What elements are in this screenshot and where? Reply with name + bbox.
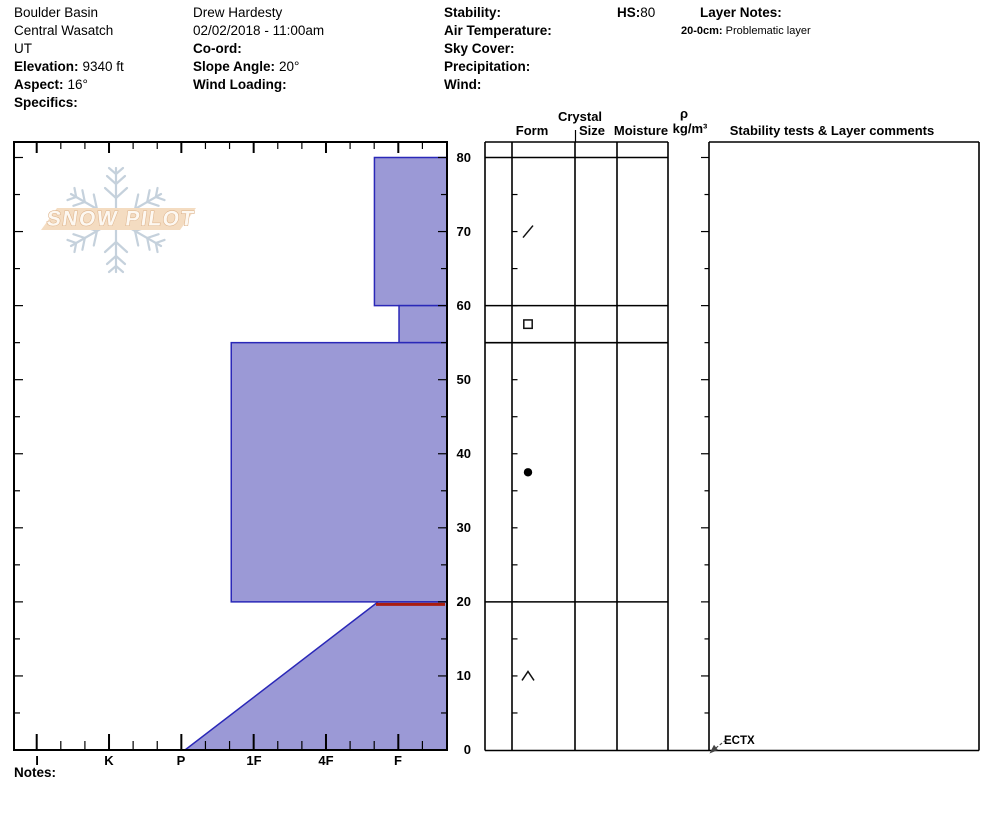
layer-note: 20-0cm: Problematic layer [681, 24, 811, 38]
grain-symbol-caret [521, 670, 535, 681]
notes-label: Notes: [14, 765, 57, 780]
layer-notes-label: Layer Notes: [700, 5, 782, 20]
depth-label-50: 50 [456, 371, 471, 387]
chart-border [13, 141, 448, 751]
depth-label-80: 80 [456, 149, 471, 165]
col-header-stability-tests: Stability tests & Layer comments [729, 123, 935, 138]
specifics-label: Specifics: [14, 95, 78, 110]
col-header-crystal: Crystal [557, 109, 603, 124]
logo-banner [41, 208, 196, 230]
coord-row: Co-ord: [193, 40, 324, 58]
grain-symbols [521, 225, 535, 681]
depth-label-60: 60 [456, 297, 471, 313]
hardness-axis-ticks [35, 143, 424, 749]
header-observer: Drew Hardesty 02/02/2018 - 11:00am Co-or… [193, 4, 324, 94]
header-conditions: Stability: Air Temperature: Sky Cover: P… [444, 4, 552, 94]
hardness-layer [398, 304, 448, 344]
elevation-label: Elevation: [14, 59, 79, 74]
sky-cover-label: Sky Cover: [444, 41, 515, 56]
aspect-value: 16° [67, 77, 88, 92]
data-columns-table [484, 130, 980, 752]
header-layer-notes: Layer Notes: 20-0cm: Problematic layer [681, 4, 811, 38]
header-hs: HS:80 [617, 4, 655, 22]
hardness-label-f: F [394, 753, 402, 768]
hardness-layers [182, 156, 448, 751]
air-temperature-row: Air Temperature: [444, 22, 552, 40]
hardness-label-i: I [35, 753, 39, 768]
table-depth-ticks [512, 156, 709, 714]
logo-text: SNOW PILOT [45, 208, 196, 231]
wind-loading-row: Wind Loading: [193, 76, 324, 94]
grain-symbol-square [523, 319, 533, 330]
depth-label-20: 20 [456, 593, 471, 609]
depth-label-10: 10 [456, 667, 471, 683]
snowpilot-logo: SNOW PILOT [41, 166, 197, 274]
precipitation-row: Precipitation: [444, 58, 552, 76]
elevation-value: 9340 ft [82, 59, 124, 74]
site-name: Boulder Basin [14, 5, 99, 20]
hardness-layer [182, 601, 448, 751]
stability-label: Stability: [444, 5, 502, 20]
specifics-row: Specifics: [14, 94, 124, 112]
col-header-rho: ρ [679, 106, 689, 121]
hardness-label-1f: 1F [246, 753, 262, 768]
grain-symbol-slash [522, 225, 534, 239]
observer-name: Drew Hardesty [193, 5, 283, 20]
coord-label: Co-ord: [193, 41, 242, 56]
hardness-label-4f: 4F [318, 753, 334, 768]
wind-label: Wind: [444, 77, 482, 92]
depth-label-70: 70 [456, 223, 471, 239]
col-header-size: Size [578, 123, 605, 138]
aspect-row: Aspect: 16° [14, 76, 124, 94]
sky-cover-row: Sky Cover: [444, 40, 552, 58]
elevation-row: Elevation: 9340 ft [14, 58, 124, 76]
observation-datetime: 02/02/2018 - 11:00am [193, 23, 325, 38]
state: UT [14, 41, 32, 56]
depth-axis-ticks [15, 156, 446, 714]
wind-loading-label: Wind Loading: [193, 77, 287, 92]
depth-label-40: 40 [456, 445, 471, 461]
aspect-label: Aspect: [14, 77, 64, 92]
precipitation-label: Precipitation: [444, 59, 531, 74]
slope-angle-label: Slope Angle: [193, 59, 276, 74]
slope-angle-value: 20° [279, 59, 300, 74]
slope-angle-row: Slope Angle: 20° [193, 58, 324, 76]
hardness-layer [230, 341, 448, 603]
region: Central Wasatch [14, 23, 114, 38]
stability-row: Stability: [444, 4, 552, 22]
air-temperature-label: Air Temperature: [444, 23, 552, 38]
ectx-test-label: ECTX [724, 735, 755, 747]
hardness-label-p: P [176, 753, 186, 768]
header-location: Boulder Basin Central Wasatch UT Elevati… [14, 4, 124, 112]
layer-note-range: 20-0cm: [681, 25, 723, 37]
hs-value: 80 [640, 5, 656, 20]
hardness-layer [373, 156, 448, 307]
col-header-rho-units: kg/m³ [672, 121, 708, 136]
depth-label-0: 0 [463, 742, 471, 757]
layer-note-text: Problematic layer [725, 25, 811, 37]
col-header-form: Form [515, 123, 549, 138]
grain-symbol-dot [523, 468, 533, 477]
depth-label-30: 30 [456, 519, 471, 535]
hs-label: HS: [617, 5, 641, 20]
ectx-annotation [709, 739, 727, 754]
col-header-moisture: Moisture [613, 123, 669, 138]
hardness-label-k: K [104, 753, 114, 768]
wind-row: Wind: [444, 76, 552, 94]
